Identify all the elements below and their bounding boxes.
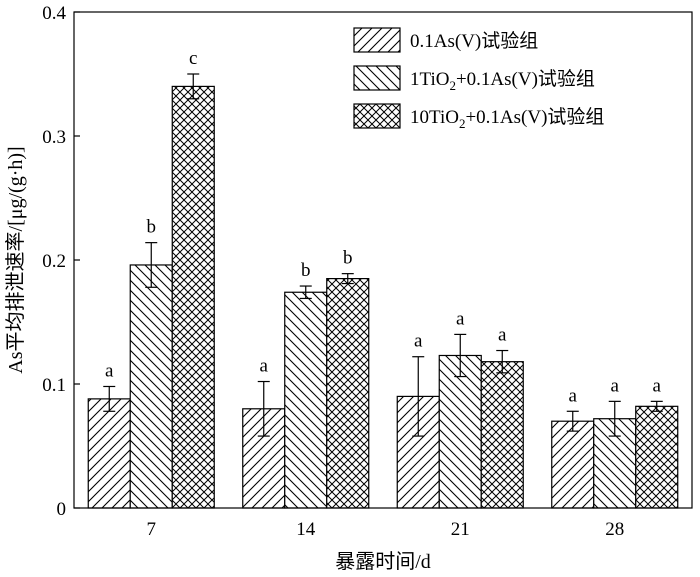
error-bars (103, 73, 663, 437)
legend: 0.1As(V)试验组 1TiO2+0.1As(V)试验组 10TiO2+0.1As… (353, 27, 604, 131)
significance-labels: a b c a b b a a a a a a (105, 48, 662, 406)
x-tick-label: 7 (147, 519, 157, 540)
significance-label: a (105, 360, 114, 381)
bar (438, 354, 482, 509)
bar (171, 85, 215, 509)
y-tick-label: 0.3 (42, 127, 66, 148)
legend-label: 1TiO2+0.1As(V)试验组 (410, 68, 595, 93)
significance-label: a (414, 331, 423, 352)
significance-label: a (498, 325, 507, 346)
significance-label: b (343, 248, 353, 269)
significance-label: b (301, 260, 311, 281)
bar (551, 420, 595, 509)
y-tick-label: 0 (57, 499, 67, 520)
bar (129, 264, 173, 509)
legend-swatch (353, 27, 401, 53)
bar (480, 361, 524, 509)
x-tick-label: 21 (451, 519, 470, 540)
legend-swatch (353, 103, 401, 129)
bars (87, 85, 679, 509)
legend-label: 0.1As(V)试验组 (410, 30, 538, 52)
y-axis-label: As平均排泄速率/[μg/(g·h)] (4, 146, 27, 373)
significance-label: a (653, 375, 662, 396)
y-tick-label: 0.4 (42, 3, 66, 24)
x-tick-label: 28 (605, 519, 624, 540)
significance-label: a (260, 356, 269, 377)
y-axis-ticks: 0 0.1 0.2 0.3 0.4 (42, 3, 80, 520)
legend-label: 10TiO2+0.1As(V)试验组 (410, 106, 604, 131)
significance-label: c (189, 48, 197, 69)
significance-label: a (569, 385, 578, 406)
legend-swatch (353, 65, 401, 91)
significance-label: a (611, 375, 620, 396)
bar (635, 405, 679, 509)
x-tick-label: 14 (296, 519, 316, 540)
significance-label: b (147, 217, 157, 238)
bar (284, 291, 328, 509)
y-tick-label: 0.2 (42, 251, 66, 272)
bar (326, 278, 370, 509)
bar (87, 398, 131, 509)
significance-label: a (456, 308, 465, 329)
plot-frame (73, 11, 693, 509)
x-axis-label: 暴露时间/d (335, 550, 431, 573)
y-tick-label: 0.1 (42, 375, 66, 396)
